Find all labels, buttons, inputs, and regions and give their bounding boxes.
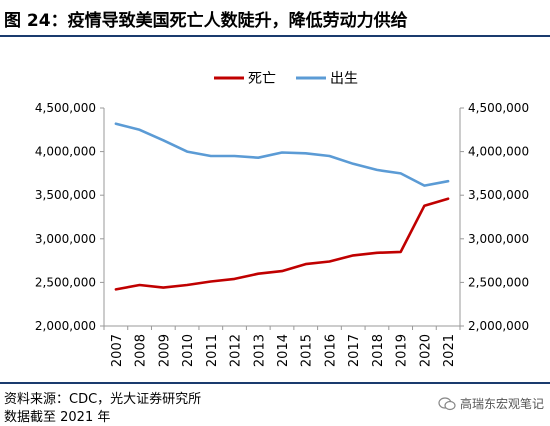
watermark-text: 高瑞东宏观笔记 — [459, 397, 544, 411]
x-tick-label: 2013 — [252, 334, 267, 367]
watermark: 高瑞东宏观笔记 — [438, 395, 544, 412]
x-tick-label: 2017 — [347, 334, 362, 367]
x-tick-label: 2018 — [371, 334, 386, 367]
left-tick-label: 3,000,000 — [35, 232, 96, 246]
right-tick-label: 4,500,000 — [468, 101, 529, 115]
x-tick-label: 2011 — [205, 334, 220, 367]
right-tick-label: 3,000,000 — [468, 232, 529, 246]
legend-label-deaths: 死亡 — [248, 71, 276, 87]
x-tick-label: 2008 — [134, 334, 149, 367]
figure-title: 图 24：疫情导致美国死亡人数陡升，降低劳动力供给 — [4, 11, 408, 31]
x-tick-label: 2016 — [323, 334, 338, 367]
source-note: 资料来源：CDC，光大证券研究所 — [4, 392, 202, 407]
x-tick-label: 2010 — [181, 334, 196, 367]
footer-rule — [0, 382, 550, 384]
x-tick-label: 2007 — [110, 334, 125, 367]
right-tick-label: 2,000,000 — [468, 319, 529, 333]
chart-legend: 死亡 出生 — [214, 71, 358, 87]
title-rule — [0, 35, 550, 37]
left-tick-label: 3,500,000 — [35, 188, 96, 202]
series-line-deaths — [114, 197, 450, 291]
left-tick-label: 4,500,000 — [35, 101, 96, 115]
right-tick-label: 4,000,000 — [468, 145, 529, 159]
series-lines — [114, 122, 450, 291]
wechat-icon — [438, 396, 456, 410]
line-chart: 死亡 出生 2,000,000 2,500,000 3,000,000 3,500,00… — [35, 71, 529, 367]
x-tick-label: 2020 — [418, 334, 433, 367]
x-tick-label: 2015 — [300, 334, 315, 367]
x-tick-label: 2009 — [157, 334, 172, 367]
right-tick-label: 2,500,000 — [468, 275, 529, 289]
left-y-axis: 2,000,000 2,500,000 3,000,000 3,500,000 4,00… — [35, 101, 105, 333]
left-tick-label: 2,500,000 — [35, 275, 96, 289]
x-tick-label: 2021 — [442, 334, 457, 367]
series-line-births — [114, 122, 450, 187]
date-note: 数据截至 2021 年 — [4, 410, 111, 425]
x-tick-label: 2014 — [276, 334, 291, 367]
x-axis: 2007 2008 2009 2010 2011 2012 2013 2014 2015 2016… — [103, 325, 461, 367]
x-tick-label: 2019 — [395, 334, 410, 367]
legend-label-births: 出生 — [330, 71, 358, 87]
right-y-axis: 2,000,000 2,500,000 3,000,000 3,500,000 4,00… — [459, 101, 529, 333]
x-tick-label: 2012 — [229, 334, 244, 367]
left-tick-label: 4,000,000 — [35, 145, 96, 159]
right-tick-label: 3,500,000 — [468, 188, 529, 202]
left-tick-label: 2,000,000 — [35, 319, 96, 333]
